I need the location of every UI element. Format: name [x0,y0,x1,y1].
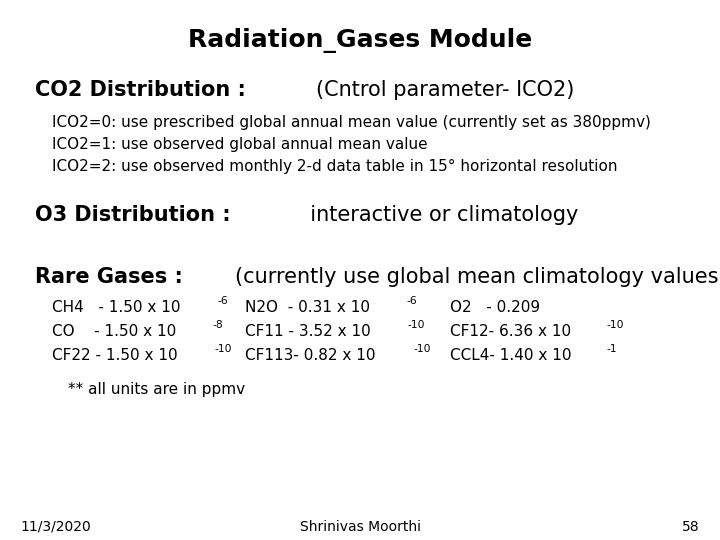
Text: Radiation_Gases Module: Radiation_Gases Module [188,28,532,53]
Text: CCL4- 1.40 x 10: CCL4- 1.40 x 10 [450,348,572,363]
Text: CF22 - 1.50 x 10: CF22 - 1.50 x 10 [52,348,178,363]
Text: -8: -8 [212,320,223,330]
Text: -10: -10 [413,344,431,354]
Text: 58: 58 [683,520,700,534]
Text: CF12- 6.36 x 10: CF12- 6.36 x 10 [450,324,571,339]
Text: Rare Gases :: Rare Gases : [35,267,190,287]
Text: Shrinivas Moorthi: Shrinivas Moorthi [300,520,420,534]
Text: CF11 - 3.52 x 10: CF11 - 3.52 x 10 [245,324,371,339]
Text: ICO2=1: use observed global annual mean value: ICO2=1: use observed global annual mean … [52,137,428,152]
Text: -10: -10 [408,320,425,330]
Text: 11/3/2020: 11/3/2020 [20,520,91,534]
Text: O2   - 0.209: O2 - 0.209 [450,300,540,315]
Text: (currently use global mean climatology values): (currently use global mean climatology v… [235,267,720,287]
Text: N2O  - 0.31 x 10: N2O - 0.31 x 10 [245,300,370,315]
Text: CO    - 1.50 x 10: CO - 1.50 x 10 [52,324,176,339]
Text: O3 Distribution :: O3 Distribution : [35,205,238,225]
Text: ** all units are in ppmv: ** all units are in ppmv [68,382,245,397]
Text: -10: -10 [606,320,624,330]
Text: CH4   - 1.50 x 10: CH4 - 1.50 x 10 [52,300,181,315]
Text: interactive or climatology: interactive or climatology [297,205,578,225]
Text: ICO2=0: use prescribed global annual mean value (currently set as 380ppmv): ICO2=0: use prescribed global annual mea… [52,115,651,130]
Text: ICO2=2: use observed monthly 2-d data table in 15° horizontal resolution: ICO2=2: use observed monthly 2-d data ta… [52,159,618,174]
Text: CO2 Distribution :: CO2 Distribution : [35,80,253,100]
Text: -10: -10 [214,344,232,354]
Text: -1: -1 [607,344,617,354]
Text: -6: -6 [218,296,228,306]
Text: (Cntrol parameter- ICO2): (Cntrol parameter- ICO2) [317,80,575,100]
Text: CF113- 0.82 x 10: CF113- 0.82 x 10 [245,348,376,363]
Text: -6: -6 [406,296,417,306]
